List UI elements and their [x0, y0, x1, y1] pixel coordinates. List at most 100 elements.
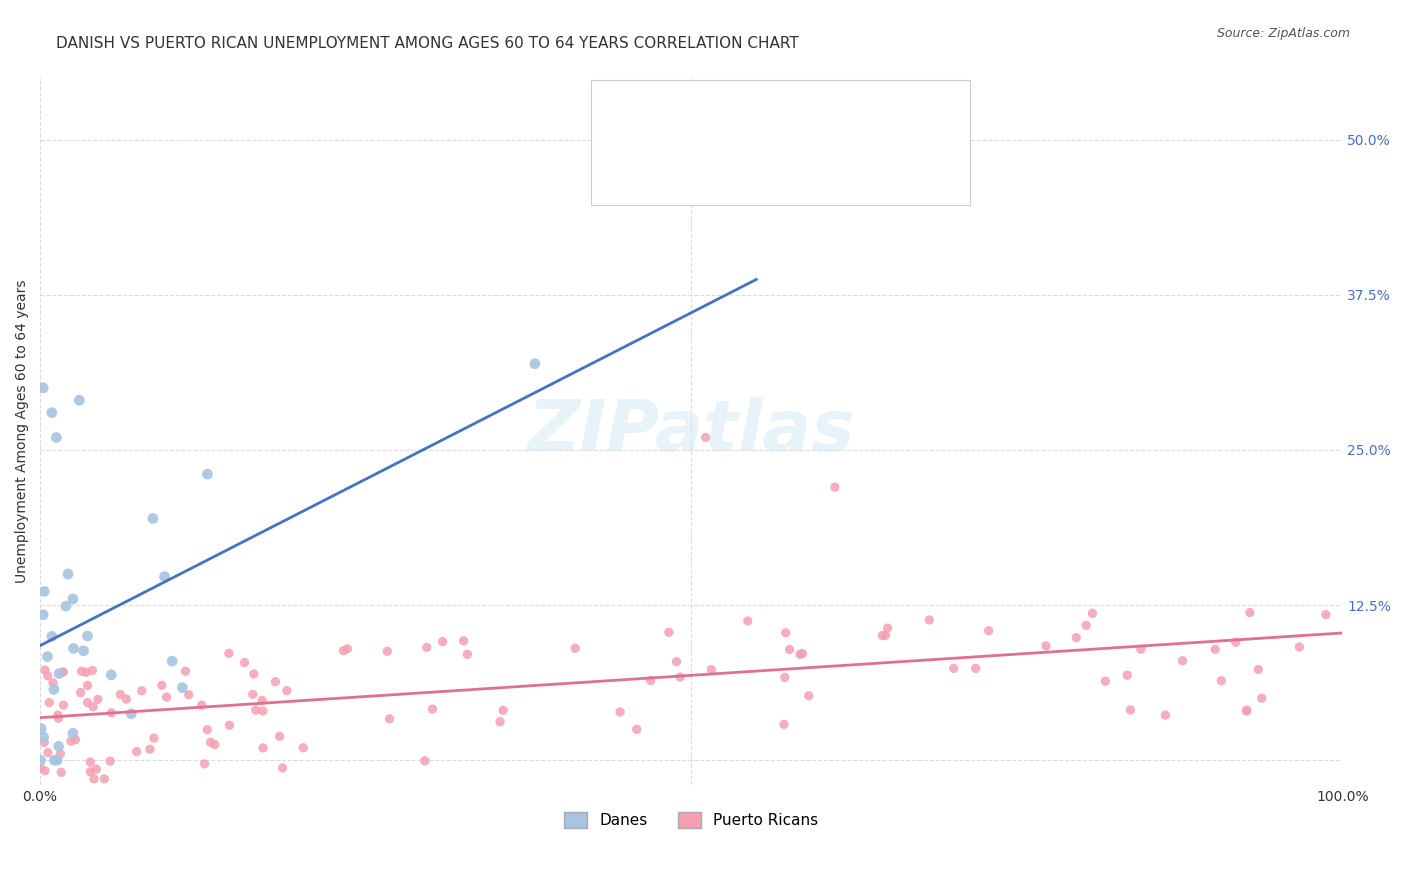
Point — [665, 655, 688, 669]
Text: R =: R = — [679, 111, 710, 125]
Point — [70, 665, 93, 679]
Point — [83, 772, 105, 786]
Point — [1288, 640, 1310, 654]
Point — [700, 663, 723, 677]
Point — [49, 747, 72, 761]
Point — [67, 393, 90, 408]
Point — [252, 740, 274, 755]
Point — [218, 646, 240, 660]
Point — [456, 648, 478, 662]
Y-axis label: Unemployment Among Ages 60 to 64 years: Unemployment Among Ages 60 to 64 years — [15, 279, 30, 583]
Point — [416, 640, 439, 655]
Point — [523, 357, 546, 371]
Point — [1119, 703, 1142, 717]
Point — [52, 665, 75, 679]
Point — [204, 738, 226, 752]
Point — [292, 740, 315, 755]
Point — [38, 696, 60, 710]
Point — [44, 753, 66, 767]
Point — [76, 696, 98, 710]
Point — [87, 692, 110, 706]
Point — [197, 467, 219, 482]
Point — [773, 717, 796, 731]
Point — [797, 689, 820, 703]
Point — [1247, 663, 1270, 677]
Point — [1094, 674, 1116, 689]
Point — [62, 726, 84, 740]
Point — [200, 735, 222, 749]
Point — [139, 742, 162, 756]
Text: 0.621: 0.621 — [740, 111, 785, 125]
Point — [110, 688, 132, 702]
Point — [51, 665, 73, 680]
Point — [115, 692, 138, 706]
Point — [79, 755, 101, 769]
Point — [37, 746, 59, 760]
Point — [46, 753, 69, 767]
Text: 118: 118 — [889, 156, 918, 170]
Point — [626, 723, 648, 737]
Point — [32, 607, 55, 622]
Point — [153, 569, 176, 583]
Point — [489, 714, 512, 729]
Point — [336, 641, 359, 656]
Point — [243, 667, 266, 681]
Point — [76, 629, 98, 643]
Point — [32, 584, 55, 599]
Point — [252, 704, 274, 718]
Point — [775, 625, 797, 640]
Point — [413, 754, 436, 768]
Point — [245, 703, 267, 717]
Point — [737, 614, 759, 628]
Point — [42, 676, 65, 690]
Point — [1239, 606, 1261, 620]
Point — [142, 511, 165, 525]
Point — [432, 634, 454, 648]
Point — [52, 698, 75, 713]
Text: N =: N = — [828, 156, 859, 170]
Point — [75, 665, 97, 680]
Legend: Danes, Puerto Ricans: Danes, Puerto Ricans — [558, 805, 824, 834]
Point — [1171, 654, 1194, 668]
Point — [82, 664, 104, 678]
Point — [79, 764, 101, 779]
Point — [125, 745, 148, 759]
Point — [62, 591, 84, 606]
Point — [131, 683, 153, 698]
Point — [1076, 618, 1098, 632]
Point — [41, 629, 63, 643]
Point — [46, 708, 69, 723]
Text: DANISH VS PUERTO RICAN UNEMPLOYMENT AMONG AGES 60 TO 64 YEARS CORRELATION CHART: DANISH VS PUERTO RICAN UNEMPLOYMENT AMON… — [56, 36, 799, 51]
Point — [1225, 635, 1247, 649]
Point — [30, 722, 52, 736]
Point — [492, 703, 515, 717]
Point — [233, 656, 256, 670]
Point — [1081, 607, 1104, 621]
Point — [876, 621, 898, 635]
Point — [250, 693, 273, 707]
Bar — [626, 145, 666, 181]
Point — [69, 685, 91, 699]
Point — [100, 668, 122, 682]
Point — [1236, 704, 1258, 718]
Point — [1211, 673, 1233, 688]
Point — [195, 723, 218, 737]
Point — [174, 664, 197, 678]
Text: R =: R = — [679, 156, 710, 170]
Point — [453, 633, 475, 648]
Point — [51, 765, 73, 780]
Point — [48, 711, 70, 725]
Point — [30, 753, 52, 767]
Bar — [626, 99, 666, 136]
Text: Source: ZipAtlas.com: Source: ZipAtlas.com — [1216, 27, 1350, 40]
Point — [271, 761, 294, 775]
Point — [82, 699, 104, 714]
Point — [37, 669, 59, 683]
Point — [789, 648, 811, 662]
Point — [872, 629, 894, 643]
Point — [977, 624, 1000, 638]
Point — [72, 644, 94, 658]
Point — [193, 756, 215, 771]
Point — [32, 730, 55, 744]
Point — [1204, 642, 1226, 657]
